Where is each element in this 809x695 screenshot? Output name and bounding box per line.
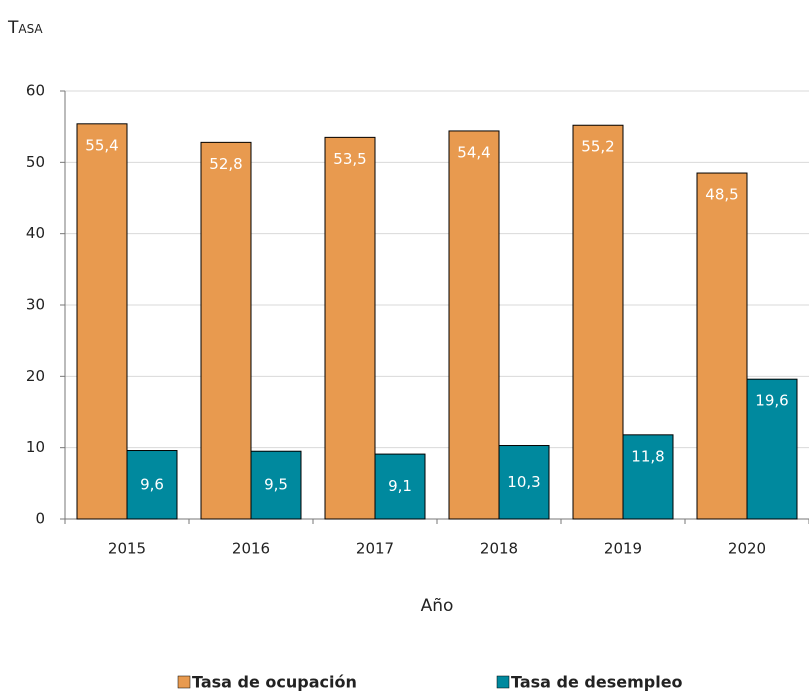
value-label: 55,4 <box>85 136 118 154</box>
y-tick-label: 30 <box>26 296 45 314</box>
y-tick-label: 50 <box>26 153 45 171</box>
x-axis-label: Año <box>421 596 454 616</box>
value-label: 9,6 <box>140 475 164 493</box>
y-tick-label: 0 <box>35 510 45 528</box>
value-label: 53,5 <box>333 150 366 168</box>
bar <box>374 453 426 520</box>
legend-label: Tasa de ocupación <box>192 673 357 692</box>
x-tick-label: 2015 <box>108 540 146 558</box>
value-label: 10,3 <box>507 473 540 491</box>
bar <box>250 450 302 520</box>
legend-swatch <box>177 675 191 689</box>
legend-swatch <box>496 675 510 689</box>
y-tick-label: 60 <box>26 82 45 100</box>
bar <box>746 378 798 520</box>
value-label: 52,8 <box>209 155 242 173</box>
value-label: 9,5 <box>264 476 288 494</box>
y-tick-label: 40 <box>26 224 45 242</box>
y-axis-label: Tasa <box>7 18 43 38</box>
x-tick-label: 2016 <box>232 540 270 558</box>
y-tick-label: 20 <box>26 367 45 385</box>
bar <box>200 141 252 520</box>
bar <box>498 445 550 520</box>
y-tick-label: 10 <box>26 438 45 456</box>
x-tick-label: 2020 <box>728 540 766 558</box>
x-tick-label: 2018 <box>480 540 518 558</box>
value-label: 48,5 <box>705 186 738 204</box>
bar <box>126 450 178 520</box>
x-tick-label: 2017 <box>356 540 394 558</box>
bar <box>324 136 376 520</box>
bar <box>448 130 500 520</box>
value-label: 9,1 <box>388 477 412 495</box>
x-tick-label: 2019 <box>604 540 642 558</box>
bar <box>572 124 624 520</box>
bar <box>622 434 674 520</box>
value-label: 54,4 <box>457 143 490 161</box>
legend-label: Tasa de desempleo <box>511 673 683 692</box>
value-label: 11,8 <box>631 447 664 465</box>
bar <box>76 123 128 520</box>
value-label: 55,2 <box>581 138 614 156</box>
bar <box>696 172 748 520</box>
value-label: 19,6 <box>755 392 788 410</box>
